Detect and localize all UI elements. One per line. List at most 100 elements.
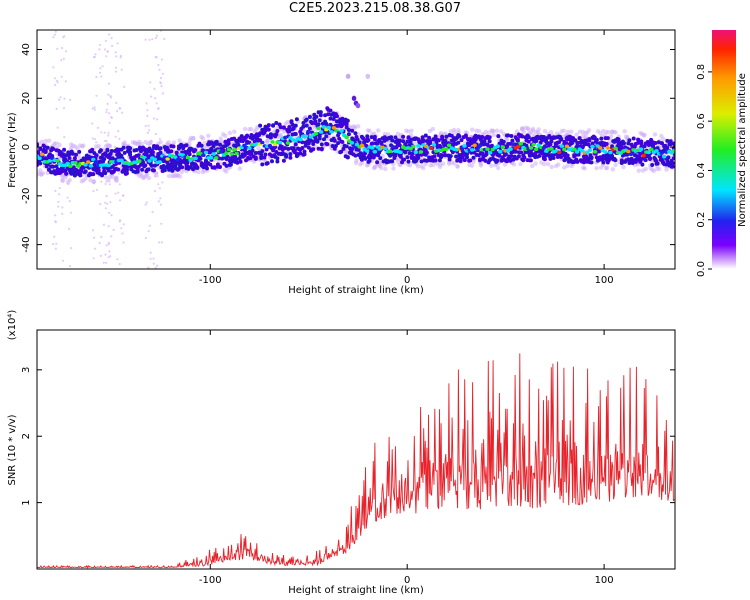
spectrogram-ridge-cell xyxy=(541,146,547,150)
colorbar-tick-label: 0.0 xyxy=(696,261,707,277)
spectrogram-band-cell xyxy=(619,161,624,165)
spectrogram-ridge-cell xyxy=(224,151,229,156)
spectrogram-speckle xyxy=(92,56,96,59)
spectrogram-speckle xyxy=(103,131,106,134)
spectrogram-band-cell xyxy=(519,150,524,155)
spectrogram-band-cell xyxy=(283,146,287,151)
spectrogram-speckle xyxy=(95,141,98,144)
spectrogram-band-cell xyxy=(335,114,339,119)
spectrogram-feature xyxy=(345,73,351,79)
spectrogram-speckle xyxy=(115,55,118,58)
spectrogram-band-cell xyxy=(293,132,298,136)
spectrogram-band-cell xyxy=(162,168,167,173)
spectrogram-band-cell xyxy=(83,169,88,174)
spectrogram-ridge-cell xyxy=(475,147,480,152)
spectrogram-haze xyxy=(60,178,65,184)
spectrogram-ridge-cell xyxy=(231,148,237,152)
spectrogram-band-cell xyxy=(443,153,448,158)
spectrogram-ridge-cell xyxy=(498,149,503,154)
spectrogram-ridge-cell xyxy=(628,152,634,157)
spectrogram-band-cell xyxy=(557,140,561,145)
spectrogram-speckle xyxy=(145,201,148,204)
spectrogram-speckle xyxy=(103,139,106,143)
spectrogram-haze xyxy=(556,162,561,167)
spectrogram-band-cell xyxy=(389,135,394,140)
spectrogram-band-cell xyxy=(484,152,489,157)
spectrogram-speckle xyxy=(154,36,157,40)
spectrogram-band-cell xyxy=(366,138,371,143)
spectrogram-speckle xyxy=(107,82,111,85)
spectrogram-feature xyxy=(365,73,371,79)
spectrogram-ridge-cell xyxy=(413,150,419,154)
snr-multiplier: (x10⁴) xyxy=(7,310,18,341)
spectrogram-speckle xyxy=(120,68,123,71)
spectrogram-band-cell xyxy=(266,127,271,132)
spectrogram-band-cell xyxy=(158,150,163,155)
spectrogram-band-cell xyxy=(655,161,660,166)
spectrogram-band-cell xyxy=(668,142,673,147)
spectrogram-haze xyxy=(395,131,400,136)
spectrogram-ridge-cell xyxy=(73,161,78,165)
spectrogram-band-cell xyxy=(363,156,368,161)
spectrogram-speckle xyxy=(147,266,150,269)
spectrogram-band-cell xyxy=(38,147,43,152)
spectrogram-band-cell xyxy=(301,124,306,129)
snr-xlabel: Height of straight line (km) xyxy=(288,585,424,596)
spectrogram-haze xyxy=(386,132,391,137)
spectrogram-band-cell xyxy=(260,149,265,154)
spectrogram-speckle xyxy=(100,180,103,183)
spectrogram-speckle xyxy=(108,33,111,36)
spectrogram-speckle xyxy=(107,93,110,96)
spectrogram-ridge-cell xyxy=(313,131,319,136)
spectrogram-band-cell xyxy=(106,168,111,173)
spectrogram-speckle xyxy=(149,251,152,254)
spectrogram-band-cell xyxy=(665,145,670,150)
snr-ylabel: SNR (10 * v/v) xyxy=(7,414,18,485)
spectrogram-haze xyxy=(582,166,587,171)
spectrogram-haze xyxy=(641,133,647,138)
spectrogram-band-cell xyxy=(656,140,661,145)
spectrogram-band-cell xyxy=(670,161,675,166)
spectrogram-speckle xyxy=(63,97,66,100)
spectrogram-haze xyxy=(542,162,547,167)
spectrogram-haze xyxy=(536,127,541,132)
spectrogram-haze xyxy=(367,128,372,133)
spectrogram-ridge-cell xyxy=(654,149,659,153)
spectrogram-band-cell xyxy=(526,139,531,144)
spectrogram-haze xyxy=(206,133,211,138)
spectrogram-ridge-cell xyxy=(157,160,163,164)
spectrogram-speckle xyxy=(95,75,98,79)
spectrogram-ridge-cell xyxy=(549,147,554,151)
spectrogram-band-cell xyxy=(478,158,482,163)
spectrogram-heatmap xyxy=(37,30,675,269)
spectrogram-band-cell xyxy=(432,154,437,159)
spectrogram-band-cell xyxy=(290,122,295,127)
spectrogram-band-cell xyxy=(121,145,126,150)
spectrogram-haze xyxy=(430,162,436,168)
spectrogram-band-cell xyxy=(306,145,311,150)
spectrogram-haze xyxy=(470,127,475,132)
spectrogram-band-cell xyxy=(325,142,330,147)
spectrogram-ridge-cell xyxy=(418,150,424,154)
spectrogram-haze xyxy=(143,139,148,145)
spectrogram-ridge-cell xyxy=(605,146,611,150)
spectrogram-haze xyxy=(569,129,574,134)
spectrogram-band-cell xyxy=(304,117,309,122)
spectrogram-band-cell xyxy=(549,139,554,144)
spectrogram-band-cell xyxy=(293,142,298,147)
spectrogram-speckle xyxy=(61,259,65,262)
spectrogram-speckle xyxy=(69,98,72,102)
spectrogram-speckle xyxy=(122,223,125,226)
spectrogram-band-cell xyxy=(62,147,67,152)
spectrogram-speckle xyxy=(147,230,150,233)
spectrogram-band-cell xyxy=(405,155,410,160)
spectrogram-speckle xyxy=(104,207,107,210)
spectrogram-band-cell xyxy=(128,146,133,151)
spectrogram-haze xyxy=(202,140,207,146)
spectrogram-band-cell xyxy=(659,141,664,146)
spectrogram-speckle xyxy=(122,194,125,197)
spectrogram-haze xyxy=(652,132,658,137)
spectrogram-speckle xyxy=(110,214,113,217)
spectrogram-speckle xyxy=(144,124,147,128)
spectrogram-ridge-cell xyxy=(559,144,564,148)
